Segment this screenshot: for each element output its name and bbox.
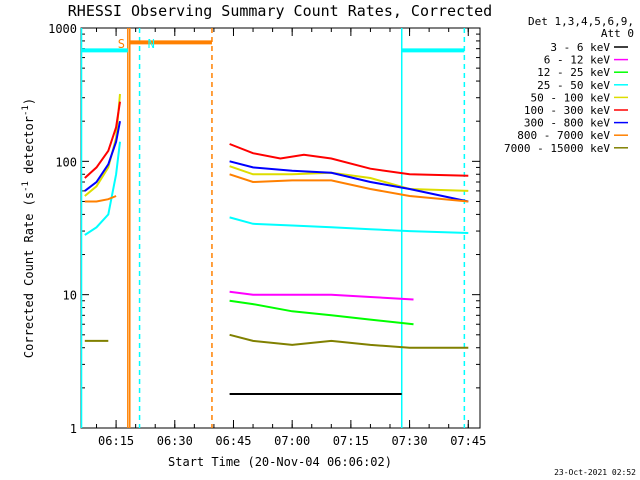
series-line bbox=[84, 101, 121, 179]
y-axis-label-close: ) bbox=[22, 98, 36, 105]
series-line bbox=[229, 173, 469, 203]
legend-entry-label: 7000 - 15000 keV bbox=[504, 142, 610, 155]
legend-header-line-2: Att 0 bbox=[601, 27, 634, 40]
series-line bbox=[229, 299, 414, 326]
x-tick-label: 06:30 bbox=[157, 434, 193, 448]
y-axis-label-sup: -1 bbox=[21, 181, 31, 192]
legend-entry-label: 300 - 800 keV bbox=[524, 117, 610, 130]
plot-frame bbox=[80, 27, 481, 429]
series-line bbox=[229, 333, 469, 349]
y-tick-label: 100 bbox=[55, 155, 77, 169]
series-line bbox=[229, 143, 469, 177]
series-line bbox=[84, 195, 117, 203]
y-tick-label: 10 bbox=[63, 289, 77, 303]
y-axis-label-main: Corrected Count Rate (s bbox=[22, 192, 36, 358]
series-line bbox=[229, 165, 469, 192]
axes: 06:15 06:30 06:45 07:00 07:15 07:30 07:45 1 10 10… bbox=[48, 22, 486, 448]
x-tick-label: 07:15 bbox=[333, 434, 369, 448]
series-line bbox=[84, 141, 121, 236]
legend-entry-label: 25 - 50 keV bbox=[537, 79, 610, 92]
y-axis-label-sup2: -1 bbox=[21, 105, 31, 116]
chart-title: RHESSI Observing Summary Count Rates, Co… bbox=[68, 2, 492, 20]
legend-entry-label: 12 - 25 keV bbox=[537, 66, 610, 79]
x-tick-label: 07:45 bbox=[450, 434, 486, 448]
legend-entry-label: 3 - 6 keV bbox=[550, 41, 610, 54]
series-line bbox=[229, 160, 469, 203]
timestamp: 23-Oct-2021 02:52 bbox=[554, 468, 636, 477]
legend-entry-label: 50 - 100 keV bbox=[531, 91, 611, 104]
x-tick-label: 06:15 bbox=[98, 434, 134, 448]
x-tick-label: 06:45 bbox=[215, 434, 251, 448]
annotation-label: N bbox=[148, 37, 155, 51]
y-axis-label: Corrected Count Rate (s-1 detector-1) bbox=[21, 98, 36, 358]
legend-header-line-1: Det 1,3,4,5,6,9, bbox=[528, 15, 634, 28]
x-tick-label: 07:00 bbox=[274, 434, 310, 448]
y-tick-label: 1000 bbox=[48, 22, 77, 36]
x-axis-label: Start Time (20-Nov-04 06:06:02) bbox=[168, 455, 392, 469]
series-line bbox=[229, 216, 469, 234]
y-axis-label-suffix: detector bbox=[22, 116, 36, 181]
legend-entry-label: 6 - 12 keV bbox=[544, 54, 611, 67]
legend-entry-label: 100 - 300 keV bbox=[524, 104, 610, 117]
x-tick-label: 07:30 bbox=[392, 434, 428, 448]
series-line bbox=[229, 290, 414, 301]
series-line bbox=[84, 121, 121, 192]
annotation-label: S bbox=[118, 37, 125, 51]
y-tick-label: 1 bbox=[70, 422, 77, 436]
legend-entry-label: 800 - 7000 keV bbox=[517, 129, 610, 142]
